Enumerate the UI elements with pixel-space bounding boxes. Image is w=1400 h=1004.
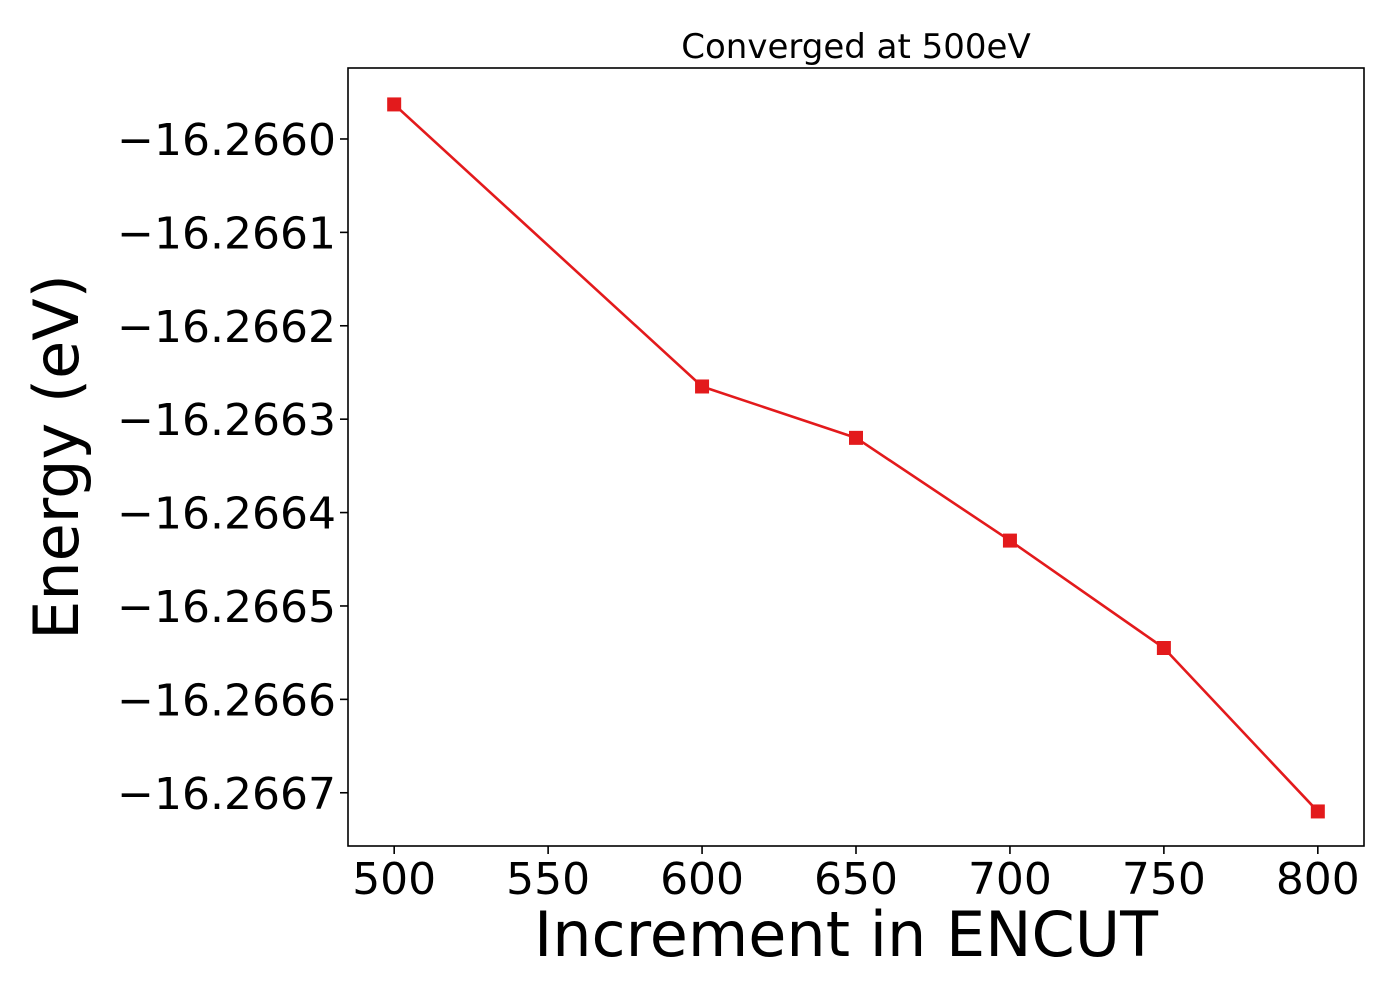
x-tick-label: 800 <box>1276 854 1360 905</box>
y-tick-label: −16.2663 <box>117 395 336 446</box>
x-tick-label: 650 <box>814 854 898 905</box>
series-line <box>393 103 1319 813</box>
data-point-marker <box>849 430 863 445</box>
data-point-marker <box>1310 804 1325 819</box>
data-point-marker <box>1156 640 1171 655</box>
y-tick-label: −16.2661 <box>117 208 336 259</box>
data-point-marker <box>1002 533 1017 548</box>
series-layer <box>387 97 1325 819</box>
x-tick-label: 700 <box>968 854 1052 905</box>
x-tick-label: 600 <box>660 854 744 905</box>
data-point-marker <box>695 379 710 394</box>
y-tick-label: −16.2667 <box>117 769 336 820</box>
y-tick-label: −16.2660 <box>117 115 336 166</box>
x-axis-label: Increment in ENCUT <box>534 898 1159 971</box>
y-axis-label: Energy (eV) <box>20 274 93 640</box>
y-axis-ticks: −16.2660 −16.2661 −16.2662 −16.2663 −16.2664… <box>117 115 348 820</box>
y-tick-label: −16.2666 <box>117 675 336 726</box>
y-tick-label: −16.2662 <box>117 302 336 353</box>
x-tick-label: 500 <box>352 854 436 905</box>
y-tick-label: −16.2664 <box>117 489 336 540</box>
x-tick-label: 550 <box>506 854 590 905</box>
plot-frame <box>347 67 1365 847</box>
y-tick-label: −16.2665 <box>117 582 336 633</box>
x-axis-ticks: 500 550 600 650 700 750 800 <box>352 846 1360 905</box>
plot-area <box>348 68 1364 846</box>
x-tick-label: 750 <box>1122 854 1206 905</box>
data-point-marker <box>387 97 402 112</box>
chart-title: Converged at 500eV <box>681 27 1030 67</box>
